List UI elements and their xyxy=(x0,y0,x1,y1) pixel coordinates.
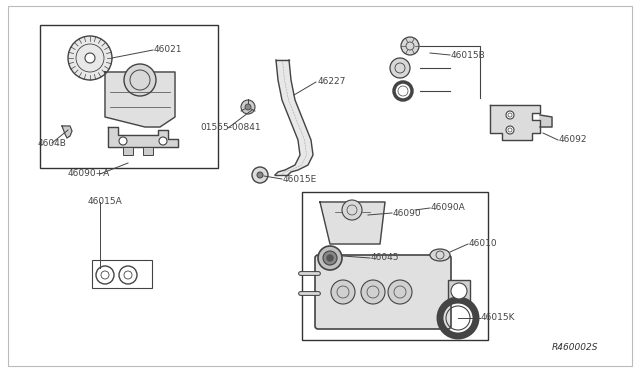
Circle shape xyxy=(241,100,255,114)
Circle shape xyxy=(323,251,337,265)
Bar xyxy=(123,147,133,155)
Bar xyxy=(92,260,152,288)
Text: 46090: 46090 xyxy=(393,208,422,218)
Text: 46015A: 46015A xyxy=(88,198,123,206)
FancyBboxPatch shape xyxy=(315,255,451,329)
Circle shape xyxy=(68,36,112,80)
Polygon shape xyxy=(105,72,175,127)
Circle shape xyxy=(245,104,251,110)
Bar xyxy=(448,280,470,302)
Text: 46045: 46045 xyxy=(371,253,399,263)
Text: 46015B: 46015B xyxy=(451,51,486,60)
Text: 46090A: 46090A xyxy=(431,203,466,212)
Circle shape xyxy=(361,280,385,304)
Polygon shape xyxy=(490,105,540,140)
Text: 46090+A: 46090+A xyxy=(68,170,110,179)
Circle shape xyxy=(252,167,268,183)
Polygon shape xyxy=(320,202,385,244)
Circle shape xyxy=(331,280,355,304)
Text: 46227: 46227 xyxy=(318,77,346,87)
Text: 01555-00841: 01555-00841 xyxy=(200,124,260,132)
Bar xyxy=(143,147,153,155)
Circle shape xyxy=(119,137,127,145)
Circle shape xyxy=(257,172,263,178)
Circle shape xyxy=(506,126,514,134)
Bar xyxy=(40,25,218,168)
Text: 46092: 46092 xyxy=(559,135,588,144)
Circle shape xyxy=(327,255,333,261)
Circle shape xyxy=(159,137,167,145)
Circle shape xyxy=(390,58,410,78)
Text: R460002S: R460002S xyxy=(552,343,598,352)
Text: 4604B: 4604B xyxy=(38,138,67,148)
Bar xyxy=(302,192,488,340)
Polygon shape xyxy=(62,126,72,138)
Circle shape xyxy=(401,37,419,55)
Polygon shape xyxy=(275,60,313,175)
Circle shape xyxy=(124,64,156,96)
Text: 46015K: 46015K xyxy=(481,314,515,323)
Polygon shape xyxy=(108,127,178,147)
Circle shape xyxy=(506,111,514,119)
Ellipse shape xyxy=(430,249,450,261)
Text: 46021: 46021 xyxy=(154,45,182,55)
Circle shape xyxy=(342,200,362,220)
Polygon shape xyxy=(540,115,552,127)
Circle shape xyxy=(388,280,412,304)
Circle shape xyxy=(318,246,342,270)
Circle shape xyxy=(451,283,467,299)
Text: 46010: 46010 xyxy=(469,240,498,248)
Circle shape xyxy=(85,53,95,63)
Text: 46015E: 46015E xyxy=(283,174,317,183)
